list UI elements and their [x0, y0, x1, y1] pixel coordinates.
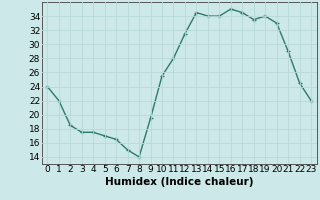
- X-axis label: Humidex (Indice chaleur): Humidex (Indice chaleur): [105, 177, 253, 187]
